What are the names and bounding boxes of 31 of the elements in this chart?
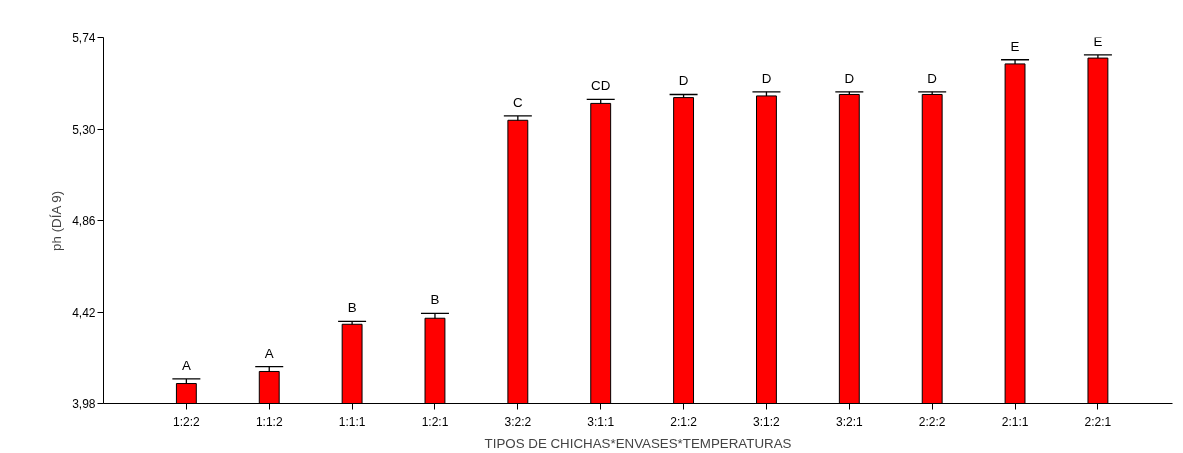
x-tick-label: 3:2:2: [504, 414, 532, 429]
y-tick-label: 3,98: [72, 397, 96, 411]
x-tick-label: 1:1:1: [338, 414, 366, 429]
annotation: B: [347, 300, 357, 316]
x-tick-label: 2:2:2: [918, 414, 946, 429]
x-axis-title: TIPOS DE CHICHAS*ENVASES*TEMPERATURAS: [484, 435, 792, 451]
y-tick-label: 4,86: [72, 214, 96, 228]
annotation: C: [513, 94, 524, 110]
y-tick-label: 5,74: [72, 31, 96, 45]
x-tick-label: 1:1:2: [255, 414, 283, 429]
annotation: E: [1010, 38, 1020, 54]
y-tick-label: 5,30: [72, 122, 96, 137]
annotation: E: [1093, 33, 1103, 49]
annotation: CD: [591, 78, 611, 94]
y-tick-label: 4,42: [72, 305, 96, 320]
x-tick-label: 3:2:1: [835, 414, 863, 429]
x-tick-label: 2:1:1: [1001, 414, 1029, 429]
y-axis-title: ph (DÍA 9): [49, 190, 65, 251]
annotation: B: [430, 292, 440, 308]
annotation: D: [844, 70, 855, 86]
annotation: D: [927, 70, 938, 86]
x-tick-label: 3:1:2: [753, 414, 781, 429]
annotation: D: [761, 70, 772, 86]
annotation: A: [181, 357, 191, 373]
x-tick-label: 1:2:2: [173, 414, 201, 429]
annotation: A: [264, 345, 274, 361]
annotation: D: [678, 73, 689, 89]
x-tick-label: 2:2:1: [1084, 414, 1112, 429]
x-tick-label: 1:2:1: [421, 414, 449, 429]
x-tick-label: 2:1:2: [670, 414, 698, 429]
x-tick-label: 3:1:1: [587, 414, 615, 429]
